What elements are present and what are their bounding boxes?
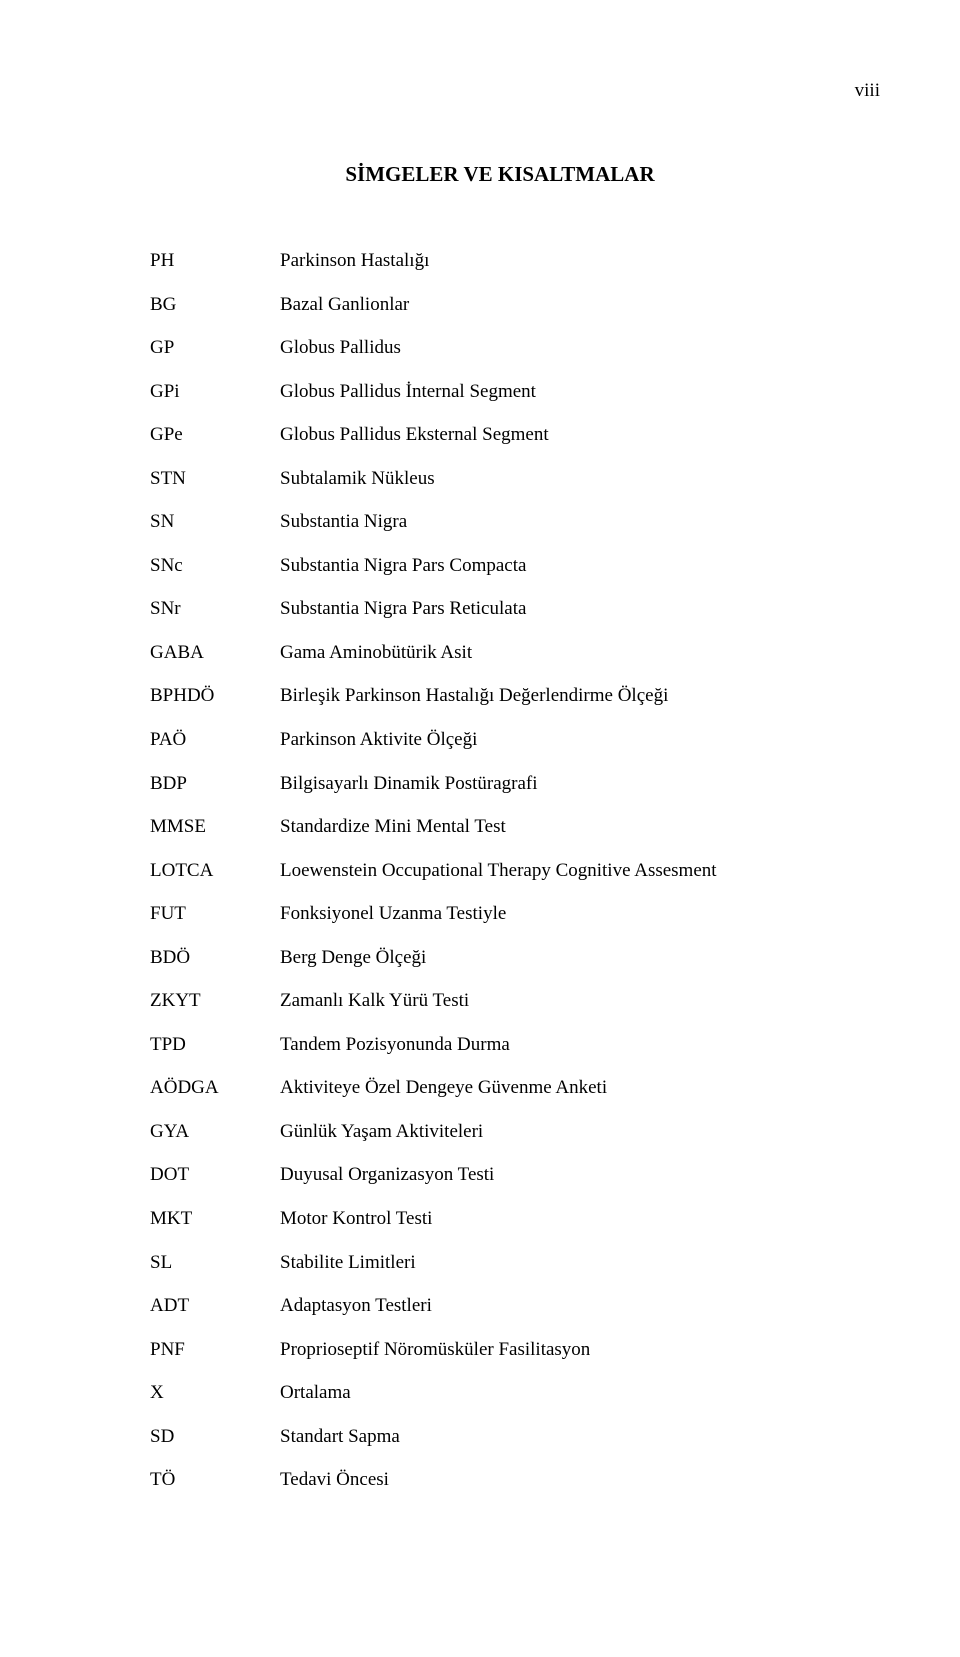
abbr-key: SL [150, 1249, 280, 1277]
abbr-key: SNr [150, 595, 280, 623]
abbr-key: SN [150, 508, 280, 536]
abbr-key: GP [150, 334, 280, 362]
abbr-key: GABA [150, 639, 280, 667]
abbr-key: GYA [150, 1118, 280, 1146]
abbr-row: FUTFonksiyonel Uzanma Testiyle [150, 900, 850, 928]
abbr-row: ADTAdaptasyon Testleri [150, 1292, 850, 1320]
abbr-row: ZKYTZamanlı Kalk Yürü Testi [150, 987, 850, 1015]
abbr-definition: Substantia Nigra Pars Reticulata [280, 595, 850, 623]
abbr-key: TPD [150, 1031, 280, 1059]
abbr-key: DOT [150, 1161, 280, 1189]
abbr-row: GPeGlobus Pallidus Eksternal Segment [150, 421, 850, 449]
abbr-key: SNc [150, 552, 280, 580]
abbr-key: BPHDÖ [150, 682, 280, 710]
abbr-definition: Motor Kontrol Testi [280, 1205, 850, 1233]
abbr-row: MMSEStandardize Mini Mental Test [150, 813, 850, 841]
abbr-definition: Standart Sapma [280, 1423, 850, 1451]
abbr-row: AÖDGAAktiviteye Özel Dengeye Güvenme Ank… [150, 1074, 850, 1102]
abbr-key: TÖ [150, 1466, 280, 1494]
abbr-key: BDP [150, 770, 280, 798]
abbr-definition: Tandem Pozisyonunda Durma [280, 1031, 850, 1059]
abbr-definition: Substantia Nigra [280, 508, 850, 536]
abbr-definition: Globus Pallidus Eksternal Segment [280, 421, 850, 449]
abbr-definition: Aktiviteye Özel Dengeye Güvenme Anketi [280, 1074, 850, 1102]
abbr-key: PH [150, 247, 280, 275]
page-number: viii [150, 80, 880, 102]
abbr-key: AÖDGA [150, 1074, 280, 1102]
abbr-key: GPi [150, 378, 280, 406]
abbr-definition: Bazal Ganlionlar [280, 291, 850, 319]
abbr-key: MKT [150, 1205, 280, 1233]
abbr-definition: Ortalama [280, 1379, 850, 1407]
abbr-definition: Standardize Mini Mental Test [280, 813, 850, 841]
abbr-row: SNrSubstantia Nigra Pars Reticulata [150, 595, 850, 623]
abbr-row: GYAGünlük Yaşam Aktiviteleri [150, 1118, 850, 1146]
abbr-row: GPiGlobus Pallidus İnternal Segment [150, 378, 850, 406]
abbr-definition: Duyusal Organizasyon Testi [280, 1161, 850, 1189]
abbr-definition: Parkinson Hastalığı [280, 247, 850, 275]
abbr-definition: Substantia Nigra Pars Compacta [280, 552, 850, 580]
abbr-definition: Loewenstein Occupational Therapy Cogniti… [280, 857, 850, 885]
abbr-key: PAÖ [150, 726, 280, 754]
abbr-row: BDPBilgisayarlı Dinamik Postüragrafi [150, 770, 850, 798]
abbr-definition: Parkinson Aktivite Ölçeği [280, 726, 850, 754]
abbr-key: X [150, 1379, 280, 1407]
abbr-row: DOTDuyusal Organizasyon Testi [150, 1161, 850, 1189]
document-page: viii SİMGELER VE KISALTMALAR PHParkinson… [0, 0, 960, 1570]
abbr-definition: Proprioseptif Nöromüsküler Fasilitasyon [280, 1336, 850, 1364]
abbr-row: SNcSubstantia Nigra Pars Compacta [150, 552, 850, 580]
abbr-key: STN [150, 465, 280, 493]
abbr-definition: Gama Aminobütürik Asit [280, 639, 850, 667]
abbr-key: GPe [150, 421, 280, 449]
abbr-key: MMSE [150, 813, 280, 841]
abbr-row: LOTCALoewenstein Occupational Therapy Co… [150, 857, 850, 885]
abbr-key: ZKYT [150, 987, 280, 1015]
abbr-definition: Globus Pallidus [280, 334, 850, 362]
abbr-row: PHParkinson Hastalığı [150, 247, 850, 275]
abbr-row: PAÖParkinson Aktivite Ölçeği [150, 726, 850, 754]
abbr-definition: Birleşik Parkinson Hastalığı Değerlendir… [280, 682, 850, 710]
abbr-key: PNF [150, 1336, 280, 1364]
abbr-key: FUT [150, 900, 280, 928]
abbr-definition: Zamanlı Kalk Yürü Testi [280, 987, 850, 1015]
abbr-key: LOTCA [150, 857, 280, 885]
abbr-row: PNFProprioseptif Nöromüsküler Fasilitasy… [150, 1336, 850, 1364]
abbr-definition: Subtalamik Nükleus [280, 465, 850, 493]
abbr-row: BDÖBerg Denge Ölçeği [150, 944, 850, 972]
abbr-row: BPHDÖBirleşik Parkinson Hastalığı Değerl… [150, 682, 850, 710]
abbr-key: BDÖ [150, 944, 280, 972]
abbr-row: STNSubtalamik Nükleus [150, 465, 850, 493]
abbr-row: SLStabilite Limitleri [150, 1249, 850, 1277]
abbr-row: SDStandart Sapma [150, 1423, 850, 1451]
page-title: SİMGELER VE KISALTMALAR [150, 162, 850, 187]
abbr-row: XOrtalama [150, 1379, 850, 1407]
abbr-key: BG [150, 291, 280, 319]
abbr-key: ADT [150, 1292, 280, 1320]
abbr-row: GPGlobus Pallidus [150, 334, 850, 362]
abbr-definition: Fonksiyonel Uzanma Testiyle [280, 900, 850, 928]
abbr-key: SD [150, 1423, 280, 1451]
abbr-definition: Berg Denge Ölçeği [280, 944, 850, 972]
abbr-definition: Bilgisayarlı Dinamik Postüragrafi [280, 770, 850, 798]
abbr-definition: Stabilite Limitleri [280, 1249, 850, 1277]
abbr-row: SNSubstantia Nigra [150, 508, 850, 536]
abbr-row: GABAGama Aminobütürik Asit [150, 639, 850, 667]
abbr-definition: Tedavi Öncesi [280, 1466, 850, 1494]
abbr-row: TÖTedavi Öncesi [150, 1466, 850, 1494]
abbr-row: TPDTandem Pozisyonunda Durma [150, 1031, 850, 1059]
abbr-row: MKTMotor Kontrol Testi [150, 1205, 850, 1233]
abbr-definition: Adaptasyon Testleri [280, 1292, 850, 1320]
abbr-definition: Globus Pallidus İnternal Segment [280, 378, 850, 406]
abbreviation-table: PHParkinson HastalığıBGBazal GanlionlarG… [150, 247, 850, 1494]
abbr-definition: Günlük Yaşam Aktiviteleri [280, 1118, 850, 1146]
abbr-row: BGBazal Ganlionlar [150, 291, 850, 319]
